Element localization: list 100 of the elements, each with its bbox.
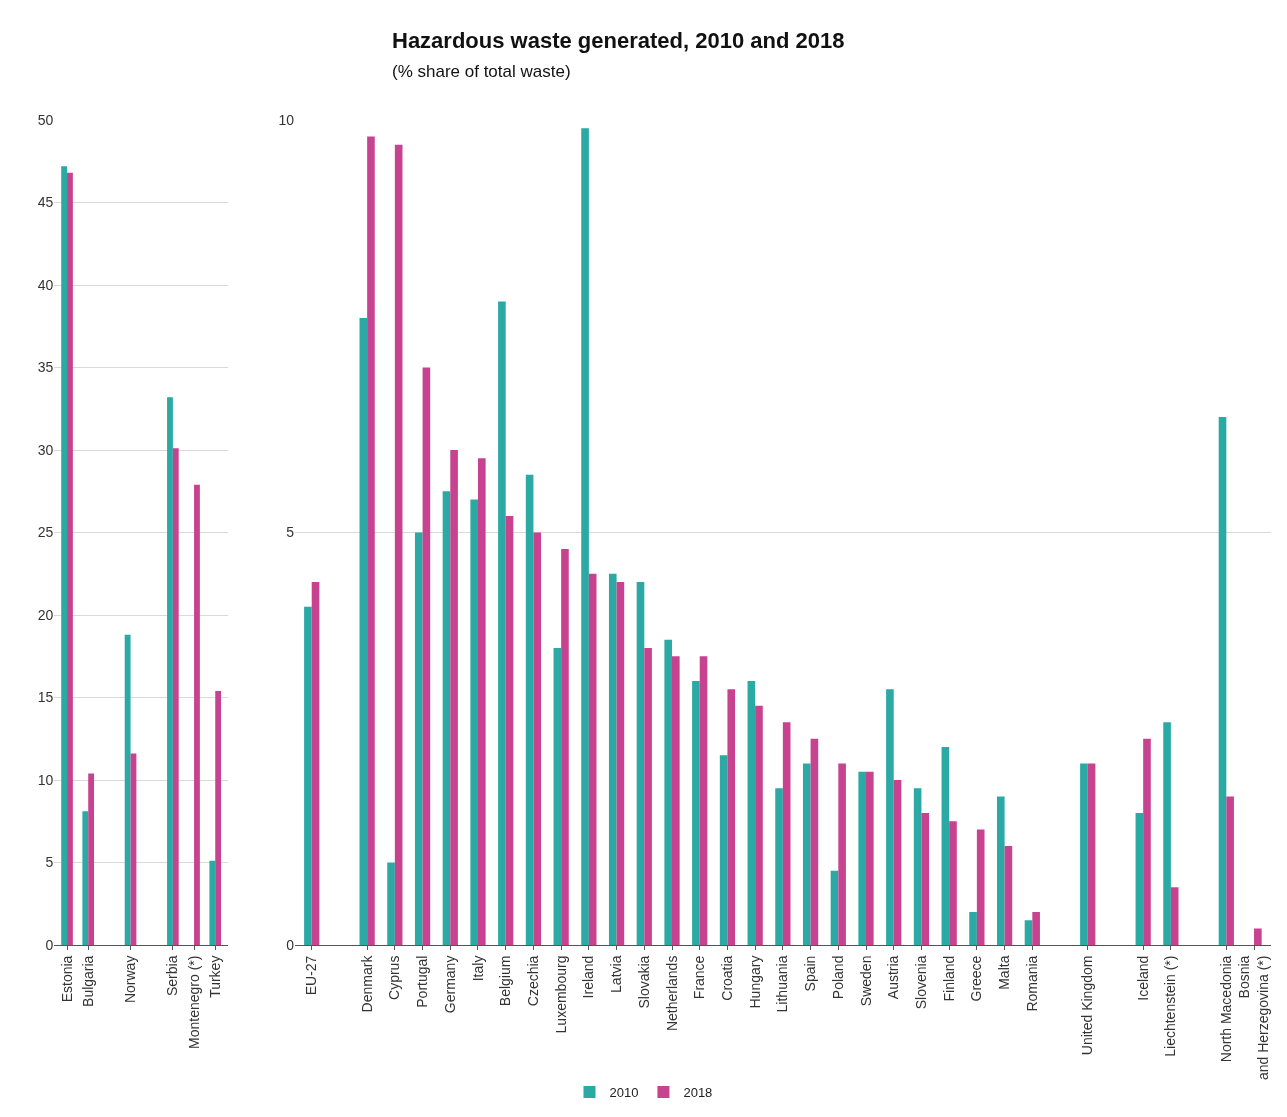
bar	[775, 788, 783, 945]
bar	[616, 582, 625, 945]
bar	[414, 532, 423, 945]
x-tick-label: Slovakia	[635, 955, 652, 1009]
x-tick-label: Czechia	[524, 955, 541, 1007]
x-tick-label: Denmark	[358, 954, 375, 1013]
bar	[1226, 796, 1234, 945]
x-tick-label: France	[691, 955, 708, 1000]
x-tick-label: Croatia	[718, 955, 735, 1001]
bar	[172, 448, 179, 945]
x-tick-label: Estonia	[58, 955, 75, 1003]
x-tick-label: Netherlands	[663, 955, 680, 1032]
bar	[1024, 920, 1033, 945]
bar	[913, 788, 922, 945]
bar	[215, 690, 222, 945]
bar	[866, 771, 874, 945]
bar	[359, 318, 368, 945]
bar	[941, 747, 950, 945]
y-tick-label: 45	[37, 194, 54, 211]
x-tick-label: Slovenia	[912, 955, 929, 1010]
x-tick-label: Malta	[996, 955, 1013, 990]
bar	[699, 656, 708, 945]
bar	[498, 301, 506, 945]
x-tick-label: Cyprus	[386, 955, 403, 1000]
bar	[1080, 763, 1088, 945]
bar	[505, 516, 514, 945]
bar	[553, 648, 562, 945]
bar	[167, 397, 173, 945]
y-tick-label: 0	[45, 936, 54, 953]
bar	[422, 367, 431, 945]
bar	[830, 870, 839, 945]
bar	[810, 738, 819, 945]
bar	[588, 573, 597, 945]
x-tick-label: Luxembourg	[552, 955, 569, 1034]
x-tick-label: Sweden	[857, 955, 874, 1007]
x-tick-label: EU-27	[303, 955, 320, 996]
bar	[61, 166, 68, 945]
bar	[727, 689, 736, 945]
x-tick-label: Lithuania	[774, 955, 791, 1013]
bar	[976, 829, 985, 945]
x-tick-label: Bosnia and Herzegovina (*)	[1236, 955, 1271, 1081]
bar	[450, 450, 458, 945]
bar	[394, 144, 403, 945]
x-tick-label: Turkey	[206, 955, 223, 998]
x-tick-label: Austria	[885, 955, 902, 1000]
bar	[719, 755, 728, 945]
bar	[387, 862, 395, 945]
x-tick-label: Liechtenstein (*)	[1162, 955, 1179, 1057]
y-tick-label: 10	[278, 111, 295, 128]
y-tick-label: 20	[37, 606, 54, 623]
bar	[525, 474, 534, 945]
x-tick-label: Belgium	[497, 955, 514, 1007]
y-tick-label: 40	[37, 276, 54, 293]
bar	[996, 796, 1005, 945]
bar	[1254, 928, 1262, 945]
x-tick-label: Italy	[469, 955, 486, 982]
x-tick-label: Greece	[968, 955, 985, 1002]
bar	[533, 532, 542, 945]
bar	[1032, 912, 1040, 945]
bar	[636, 582, 645, 945]
x-tick-label: Finland	[940, 955, 957, 1002]
x-tick-label: North Macedonia	[1217, 955, 1234, 1063]
bar	[755, 705, 763, 945]
x-tick-label: United Kingdom	[1079, 955, 1096, 1056]
x-tick-label: Germany	[441, 955, 458, 1014]
bar	[124, 634, 131, 945]
bar	[581, 128, 589, 945]
y-tick-label: 5	[286, 524, 295, 541]
y-tick-label: 5	[45, 854, 54, 871]
y-tick-label: 15	[37, 689, 54, 706]
x-tick-label: Portugal	[414, 955, 431, 1008]
x-tick-label: Spain	[802, 955, 819, 992]
bar	[1135, 813, 1144, 945]
legend-label: 2018	[683, 1085, 713, 1101]
x-tick-label: Serbia	[164, 955, 181, 997]
bar	[672, 656, 680, 945]
bar	[802, 763, 811, 945]
bar	[311, 582, 320, 945]
bar	[470, 499, 478, 945]
bar	[1218, 417, 1227, 945]
chart-subtitle: (% share of total waste)	[392, 61, 571, 81]
bar	[82, 811, 89, 945]
x-tick-label: Ireland	[580, 955, 597, 999]
bar	[1143, 738, 1151, 945]
x-tick-label: Romania	[1023, 955, 1040, 1012]
x-tick-label: Iceland	[1134, 955, 1151, 1001]
bar	[949, 821, 957, 945]
x-tick-label: Montenegro (*)	[185, 955, 202, 1049]
bar	[561, 549, 569, 945]
x-tick-label: Norway	[122, 955, 139, 1004]
x-tick-label: Bulgaria	[79, 955, 96, 1007]
bar	[442, 491, 451, 945]
bar	[782, 722, 791, 945]
bar	[838, 763, 846, 945]
bar	[886, 689, 894, 945]
x-tick-label: Poland	[829, 955, 846, 1000]
y-tick-label: 25	[37, 524, 54, 541]
x-tick-label: Latvia	[608, 955, 625, 993]
y-tick-label: 30	[37, 441, 54, 458]
y-tick-label: 35	[37, 359, 54, 376]
